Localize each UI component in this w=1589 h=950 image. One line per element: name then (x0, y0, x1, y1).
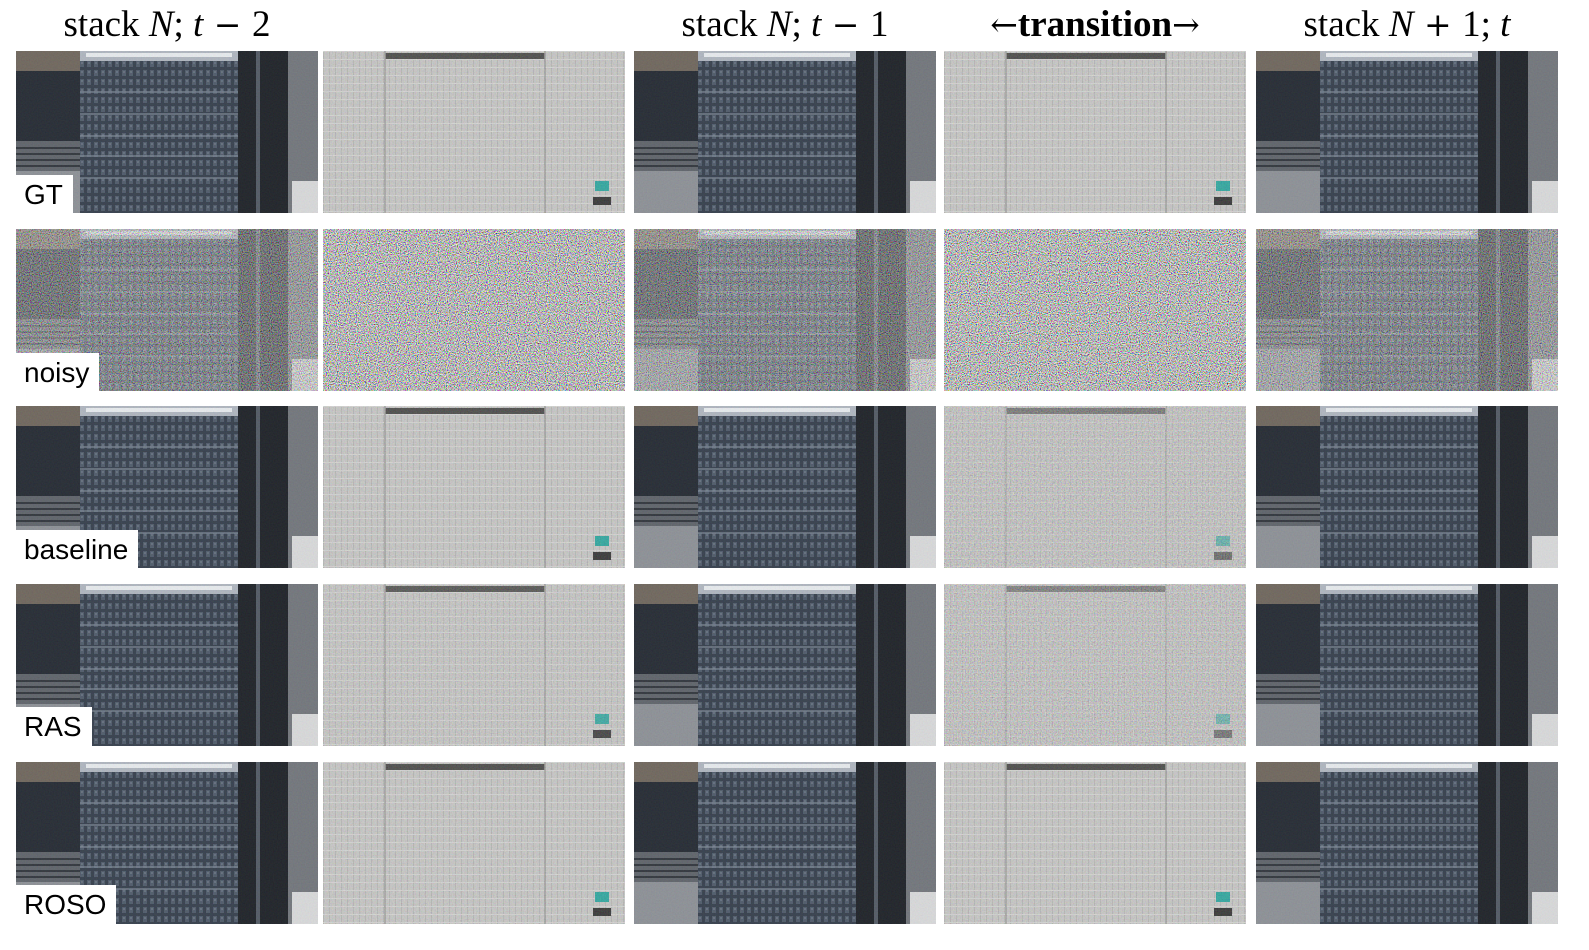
tile-ras-stack-n-t-minus-1 (634, 584, 936, 746)
column-header-stack-n-t-minus-2: stack N; t − 2 (63, 4, 271, 45)
tile-image (323, 584, 625, 746)
tile-roso-stack-n-t-minus-1 (634, 762, 936, 924)
column-header-stack-n-plus-1-t: stack N + 1; t (1303, 4, 1511, 45)
tile-image (634, 584, 936, 746)
tile-image (944, 584, 1246, 746)
row-label-baseline: baseline (16, 530, 139, 570)
tile-gt-stack-n-plus-1-t (1256, 51, 1558, 213)
tile-image (634, 51, 936, 213)
tile-image (944, 762, 1246, 924)
tile-ras-residual-1 (323, 584, 625, 746)
tile-noisy-residual-1 (323, 229, 625, 391)
tile-image (634, 229, 936, 391)
tile-image (634, 406, 936, 568)
row-label-gt: GT (16, 175, 73, 215)
tile-noisy-transition (944, 229, 1246, 391)
tile-roso-residual-1 (323, 762, 625, 924)
tile-image (323, 762, 625, 924)
tile-image (16, 229, 318, 391)
tile-noisy-stack-n-plus-1-t (1256, 229, 1558, 391)
tile-image (944, 51, 1246, 213)
tile-ras-transition (944, 584, 1246, 746)
tile-ras-stack-n-plus-1-t (1256, 584, 1558, 746)
tile-gt-transition (944, 51, 1246, 213)
tile-image (323, 51, 625, 213)
tile-ras-stack-n-t-minus-2 (16, 584, 318, 746)
tile-image (1256, 584, 1558, 746)
column-header-stack-n-t-minus-1: stack N; t − 1 (681, 4, 889, 45)
tile-image (944, 229, 1246, 391)
tile-baseline-residual-1 (323, 406, 625, 568)
tile-image (323, 229, 625, 391)
tile-image (1256, 406, 1558, 568)
tile-roso-transition (944, 762, 1246, 924)
tile-noisy-stack-n-t-minus-2 (16, 229, 318, 391)
tile-image (1256, 229, 1558, 391)
tile-baseline-stack-n-plus-1-t (1256, 406, 1558, 568)
tile-gt-stack-n-t-minus-1 (634, 51, 936, 213)
tile-image (634, 762, 936, 924)
tile-image (16, 584, 318, 746)
tile-image (323, 406, 625, 568)
row-label-roso: ROSO (16, 885, 117, 925)
tile-image (1256, 51, 1558, 213)
tile-image (944, 406, 1246, 568)
tile-noisy-stack-n-t-minus-1 (634, 229, 936, 391)
tile-roso-stack-n-plus-1-t (1256, 762, 1558, 924)
row-label-noisy: noisy (16, 353, 100, 393)
row-label-ras: RAS (16, 707, 92, 747)
tile-baseline-transition (944, 406, 1246, 568)
tile-baseline-stack-n-t-minus-1 (634, 406, 936, 568)
column-header-transition: ←transition→ (990, 4, 1200, 45)
tile-image (1256, 762, 1558, 924)
tile-gt-residual-1 (323, 51, 625, 213)
